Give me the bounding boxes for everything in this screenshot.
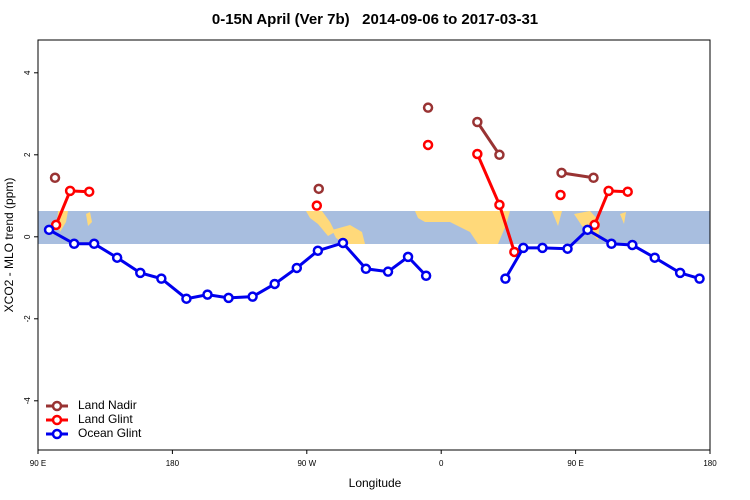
point (555, 189, 566, 201)
legend-marker (51, 400, 63, 412)
y-tick-label: -4 (23, 397, 32, 405)
legend-marker (51, 414, 63, 426)
point (402, 251, 414, 263)
series-line (476, 121, 594, 180)
point (360, 263, 372, 275)
series (49, 102, 599, 195)
point (420, 270, 432, 281)
point (135, 267, 146, 279)
x-tick-label: 180 (703, 459, 717, 468)
point (313, 183, 324, 195)
point (311, 200, 323, 211)
plot-frame (37, 39, 711, 451)
point (588, 172, 599, 184)
point (64, 185, 76, 197)
x-tick-label: 0 (439, 459, 444, 468)
point (181, 293, 192, 304)
legend-label: Ocean Glint (78, 426, 142, 440)
point (50, 219, 62, 231)
point (518, 242, 529, 254)
point (269, 278, 280, 290)
point (382, 266, 394, 277)
legend-marker (51, 428, 63, 440)
point (111, 252, 123, 263)
point (49, 172, 61, 184)
y-tick-label: 4 (23, 70, 32, 75)
point (422, 102, 434, 113)
point (674, 267, 686, 279)
point (694, 273, 705, 284)
x-tick-label: 90 W (297, 459, 316, 468)
point (582, 224, 593, 236)
point (649, 252, 660, 263)
point (603, 185, 614, 197)
point (537, 242, 548, 254)
x-axis-label: Longitude (349, 476, 402, 490)
point (156, 273, 167, 284)
y-tick-label: 0 (23, 234, 32, 239)
series (43, 224, 705, 304)
y-tick-label: 2 (23, 152, 32, 157)
point (472, 148, 483, 160)
point (312, 245, 324, 256)
legend-label: Land Nadir (78, 398, 137, 412)
point (472, 116, 483, 128)
point (509, 246, 520, 258)
point (202, 289, 213, 300)
point (83, 186, 95, 197)
x-tick-label: 90 E (30, 459, 46, 468)
legend-label: Land Glint (78, 412, 133, 426)
point (422, 139, 434, 151)
point (291, 262, 303, 274)
chart-title: 0-15N April (Ver 7b) 2014-09-06 to 2017-… (212, 11, 538, 28)
point (494, 199, 505, 211)
point (88, 238, 100, 250)
point (589, 219, 600, 231)
point (500, 273, 511, 284)
point (562, 243, 573, 254)
point (337, 237, 349, 249)
point (494, 149, 505, 161)
point (68, 238, 80, 250)
point (247, 291, 258, 302)
x-tick-label: 180 (166, 459, 180, 468)
y-tick-label: -2 (23, 315, 32, 323)
y-axis-label: XCO2 - MLO trend (ppm) (2, 178, 16, 313)
x-tick-label: 90 E (567, 459, 583, 468)
series (50, 139, 633, 258)
point (223, 292, 234, 304)
point (556, 167, 567, 179)
point (43, 224, 55, 236)
point (606, 238, 617, 250)
point (627, 239, 638, 251)
point (622, 186, 633, 197)
